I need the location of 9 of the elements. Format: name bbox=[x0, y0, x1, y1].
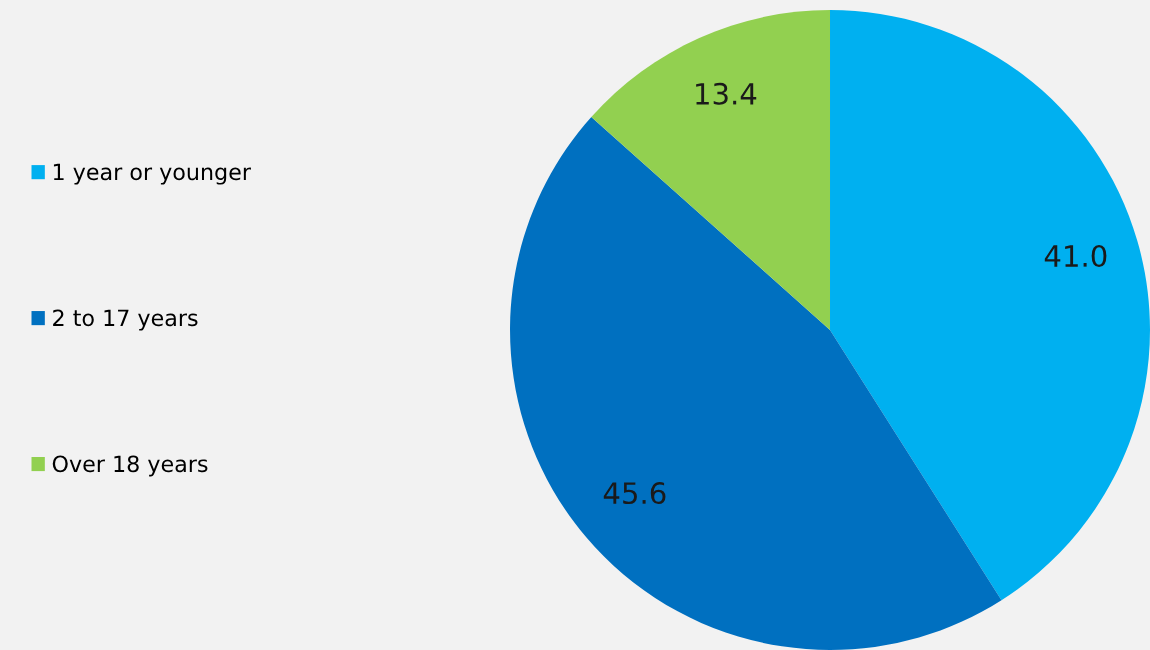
data-label: 41.0 bbox=[1044, 244, 1107, 268]
data-label: 45.6 bbox=[603, 482, 666, 505]
pie-slice bbox=[510, 116, 1002, 650]
legend-label: 1 year or younger bbox=[53, 163, 251, 185]
pie-slice bbox=[591, 10, 831, 331]
pie-slice bbox=[830, 10, 1150, 601]
data-label: 13.4 bbox=[696, 82, 757, 105]
legend-label: Over 18 years bbox=[52, 455, 208, 477]
legend-label: 2 to 17 years bbox=[53, 309, 198, 331]
